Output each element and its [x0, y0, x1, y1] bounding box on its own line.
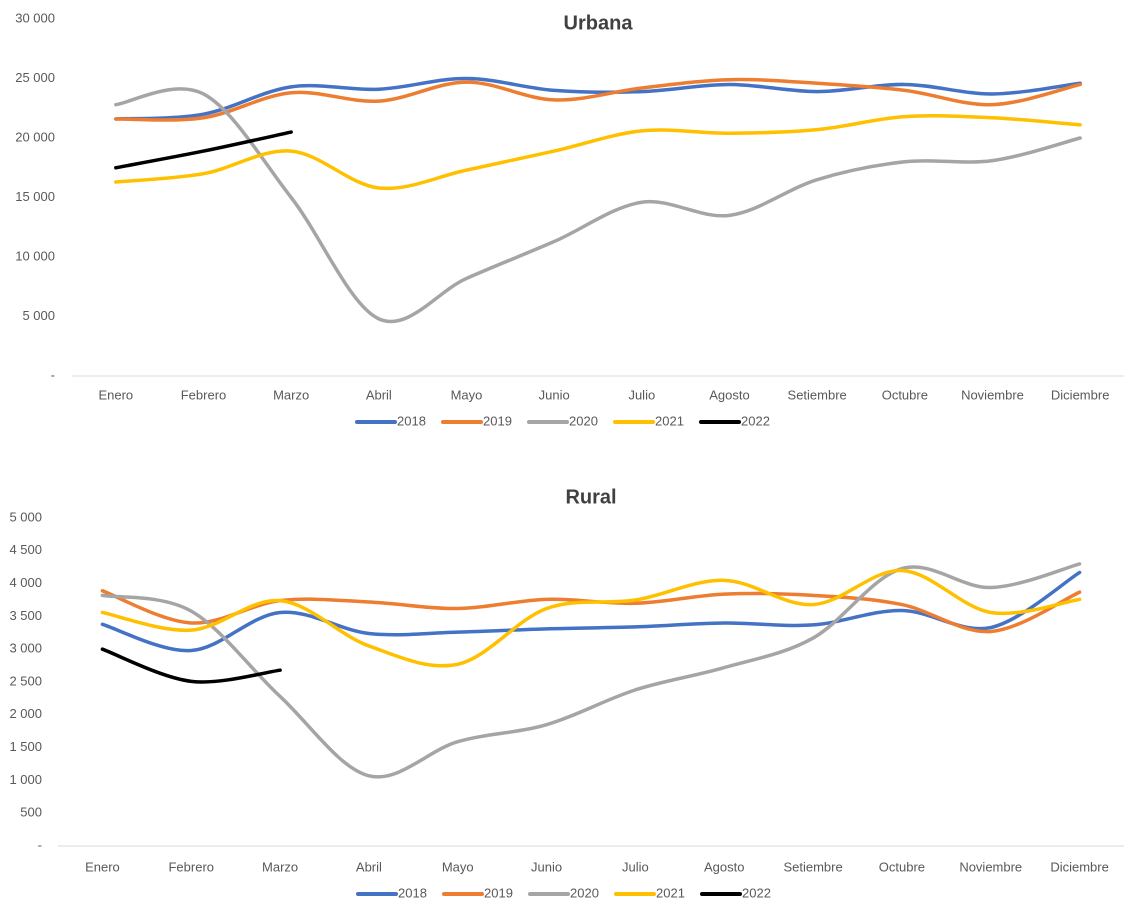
- chart-title: Urbana: [564, 12, 634, 34]
- y-tick-label: 30 000: [15, 10, 55, 25]
- x-tick-label: Febrero: [181, 387, 227, 402]
- x-tick-label: Setiembre: [788, 387, 847, 402]
- x-tick-label: Julio: [622, 859, 649, 874]
- y-tick-label: 3 000: [9, 641, 42, 656]
- x-tick-label: Noviembre: [961, 387, 1024, 402]
- y-tick-label: -: [38, 837, 42, 852]
- series-line: [114, 76, 1082, 121]
- y-tick-label: 4 000: [9, 575, 42, 590]
- x-tick-label: Enero: [85, 859, 120, 874]
- x-tick-label: Diciembre: [1051, 387, 1110, 402]
- legend-label: 2018: [398, 885, 427, 900]
- x-tick-label: Setiembre: [783, 859, 842, 874]
- x-tick-label: Marzo: [262, 859, 298, 874]
- y-tick-label: -: [51, 367, 55, 382]
- series-line: [114, 77, 1082, 122]
- x-tick-label: Enero: [98, 387, 133, 402]
- legend-label: 2021: [655, 413, 684, 428]
- legend-label: 2021: [656, 885, 685, 900]
- y-tick-label: 15 000: [15, 189, 55, 204]
- legend-label: 2020: [569, 413, 598, 428]
- x-tick-label: Agosto: [709, 387, 749, 402]
- x-tick-label: Mayo: [442, 859, 474, 874]
- y-tick-label: 25 000: [15, 70, 55, 85]
- series-line: [114, 87, 1082, 324]
- x-tick-label: Febrero: [168, 859, 214, 874]
- series-line: [100, 647, 282, 684]
- y-tick-label: 5 000: [9, 509, 42, 524]
- x-tick-label: Diciembre: [1050, 859, 1109, 874]
- chart-title: Rural: [565, 486, 616, 508]
- y-tick-label: 2 500: [9, 673, 42, 688]
- y-tick-label: 500: [20, 805, 42, 820]
- x-tick-label: Abril: [356, 859, 382, 874]
- legend-label: 2019: [484, 885, 513, 900]
- y-tick-label: 5 000: [22, 308, 55, 323]
- x-tick-label: Octubre: [882, 387, 928, 402]
- x-tick-label: Marzo: [273, 387, 309, 402]
- y-tick-label: 4 500: [9, 542, 42, 557]
- y-tick-label: 1 000: [9, 772, 42, 787]
- y-tick-label: 20 000: [15, 129, 55, 144]
- legend-label: 2020: [570, 885, 599, 900]
- x-tick-label: Octubre: [879, 859, 925, 874]
- x-tick-label: Junio: [531, 859, 562, 874]
- series-line: [100, 562, 1082, 779]
- x-tick-label: Junio: [539, 387, 570, 402]
- series-line: [100, 570, 1082, 653]
- x-tick-label: Noviembre: [959, 859, 1022, 874]
- legend-label: 2019: [483, 413, 512, 428]
- x-tick-label: Julio: [628, 387, 655, 402]
- x-tick-label: Mayo: [451, 387, 483, 402]
- x-tick-label: Agosto: [704, 859, 744, 874]
- y-tick-label: 2 000: [9, 706, 42, 721]
- y-tick-label: 3 500: [9, 608, 42, 623]
- legend-label: 2022: [742, 885, 771, 900]
- series-line: [114, 130, 293, 170]
- series-line: [114, 113, 1082, 191]
- series-line: [100, 568, 1082, 668]
- y-tick-label: 1 500: [9, 739, 42, 754]
- legend-label: 2022: [741, 413, 770, 428]
- x-tick-label: Abril: [366, 387, 392, 402]
- y-tick-label: 10 000: [15, 248, 55, 263]
- legend-label: 2018: [397, 413, 426, 428]
